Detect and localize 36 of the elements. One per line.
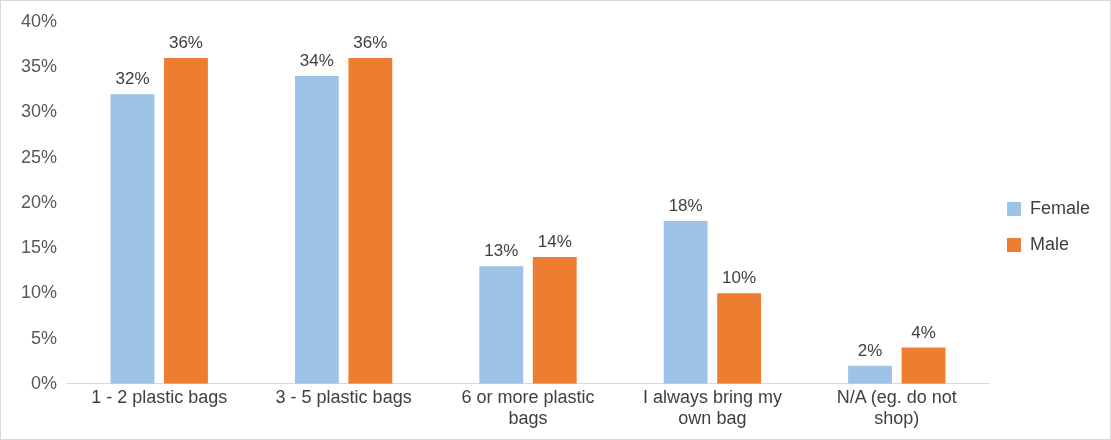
bar [294, 76, 339, 384]
bar [348, 58, 393, 384]
bar [110, 94, 155, 384]
x-tick-label: 3 - 5 plastic bags [275, 386, 412, 407]
data-label: 4% [911, 322, 936, 342]
bar [479, 266, 524, 384]
y-tick-label: 40% [21, 10, 58, 31]
y-tick-label: 0% [31, 372, 58, 393]
bar [848, 365, 892, 384]
data-label: 14% [537, 232, 572, 252]
data-label: 13% [484, 241, 519, 261]
x-tick-label: 1 - 2 plastic bags [91, 386, 228, 407]
bar [901, 347, 946, 384]
data-label: 36% [168, 33, 203, 53]
y-tick-label: 10% [21, 282, 58, 303]
y-tick-label: 30% [21, 101, 58, 122]
data-label: 10% [722, 268, 757, 288]
y-tick-label: 20% [21, 191, 58, 212]
bar [663, 220, 708, 384]
x-tick-label: N/A (eg. do not shop) [836, 386, 957, 429]
data-label: 18% [668, 196, 703, 216]
bar [532, 257, 577, 384]
x-tick-label: 6 or more plastic bags [461, 386, 595, 429]
data-label: 36% [353, 33, 388, 53]
y-tick-label: 15% [21, 237, 58, 258]
data-label: 32% [115, 69, 150, 89]
legend-label: Female [1029, 197, 1091, 218]
data-label: 2% [857, 340, 883, 360]
bar [164, 58, 208, 384]
bar [717, 293, 762, 384]
data-label: 34% [299, 51, 334, 71]
legend-label: Male [1029, 233, 1069, 254]
y-tick-label: 25% [21, 146, 58, 167]
y-tick-label: 35% [21, 56, 58, 77]
y-tick-label: 5% [31, 327, 58, 348]
x-tick-label: I always bring my own bag [642, 386, 782, 429]
